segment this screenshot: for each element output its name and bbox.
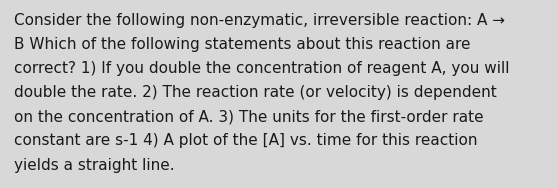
- Text: correct? 1) If you double the concentration of reagent A, you will: correct? 1) If you double the concentrat…: [14, 61, 509, 76]
- Text: constant are s-1 4) A plot of the [A] vs. time for this reaction: constant are s-1 4) A plot of the [A] vs…: [14, 133, 478, 149]
- Text: on the concentration of A. 3) The units for the first-order rate: on the concentration of A. 3) The units …: [14, 109, 484, 124]
- Text: B Which of the following statements about this reaction are: B Which of the following statements abou…: [14, 37, 470, 52]
- Text: Consider the following non-enzymatic, irreversible reaction: A →: Consider the following non-enzymatic, ir…: [14, 13, 505, 28]
- Text: double the rate. 2) The reaction rate (or velocity) is dependent: double the rate. 2) The reaction rate (o…: [14, 85, 497, 100]
- Text: yields a straight line.: yields a straight line.: [14, 158, 175, 173]
